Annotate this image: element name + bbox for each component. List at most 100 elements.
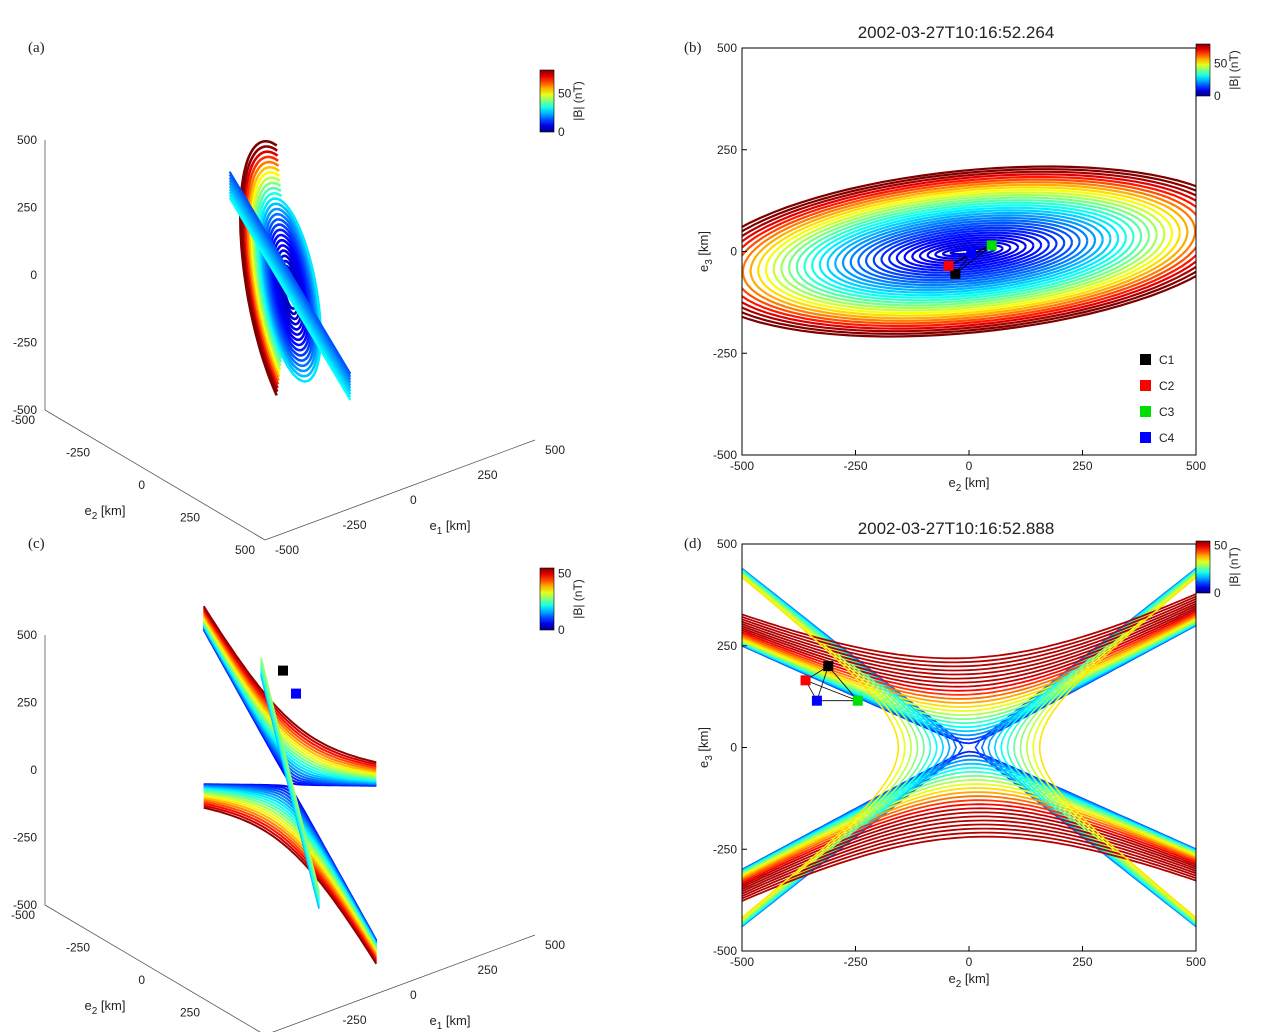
legend-swatch-c2 (1140, 380, 1151, 391)
field-line (742, 622, 1196, 729)
field-line (918, 238, 1020, 265)
e2-tick-label: 0 (138, 973, 145, 987)
e3-tick-label: 250 (17, 696, 37, 710)
spacecraft-c3-marker (852, 695, 863, 706)
field-line (742, 831, 1196, 900)
field-line (757, 186, 1181, 317)
field-line (987, 568, 1196, 927)
field-line (1019, 572, 1196, 923)
y-tick-label: -250 (713, 842, 737, 856)
y-tick-label: 0 (730, 245, 737, 259)
field-line (888, 229, 1050, 274)
field-line (742, 178, 1196, 325)
spacecraft-c2-marker (800, 675, 811, 686)
field-line (742, 783, 1196, 877)
field-lines-panel-3 (742, 567, 1196, 928)
colorbar-tick-label: 0 (558, 623, 565, 637)
e2-axis-label: e2 [km] (85, 503, 126, 522)
field-line (742, 576, 900, 919)
field-line (742, 615, 1196, 704)
field-line (228, 185, 352, 389)
field-line (742, 597, 1196, 668)
e1-tick-label: -250 (343, 518, 367, 532)
field-line (228, 179, 352, 384)
legend: C1 C2 C3 C4 (1140, 353, 1175, 445)
field-line (1006, 569, 1196, 926)
colorbar-label: |B| (nT) (1227, 547, 1241, 587)
field-line (764, 188, 1174, 315)
plot-frame (741, 543, 1197, 952)
field-line (911, 236, 1027, 267)
e3-tick-label: 250 (17, 201, 37, 215)
field-line (202, 605, 377, 764)
colorbar-label: |B| (nT) (571, 579, 585, 619)
field-line (941, 245, 996, 258)
x-tick-label: 500 (1186, 459, 1206, 473)
field-lines-panel-2 (202, 605, 378, 965)
x-tick-label: -500 (730, 955, 754, 969)
field-line (742, 823, 1196, 895)
tetrahedron-edge (805, 679, 858, 702)
legend-label-c1: C1 (1159, 353, 1175, 367)
e3-tick-label: 0 (30, 763, 37, 777)
field-line (1032, 574, 1196, 921)
field-line (203, 800, 378, 959)
field-line (742, 173, 1196, 330)
legend-label-c4: C4 (1159, 431, 1175, 445)
field-line (203, 792, 378, 951)
field-line (857, 219, 1081, 284)
panel-c-label: (c) (28, 536, 45, 552)
field-line (742, 181, 1196, 322)
e2-tick-label: -250 (66, 446, 90, 460)
field-line (742, 770, 1196, 874)
legend-label-c3: C3 (1159, 405, 1175, 419)
field-line (742, 614, 1196, 700)
field-line (742, 165, 1196, 338)
field-line (742, 600, 1196, 672)
y-tick-label: -250 (713, 346, 737, 360)
field-line (742, 618, 1196, 712)
colorbar-layer: 050 |B| (nT) 050 |B| (nT)050|B| (nT) 050|B| … (539, 43, 1241, 637)
e2-tick-label: 500 (235, 543, 255, 557)
y-tick-label: 500 (717, 41, 737, 55)
e1-tick-label: 500 (545, 443, 565, 457)
field-line (780, 194, 1158, 309)
field-line (203, 794, 378, 952)
field-line (202, 611, 377, 770)
field-line (742, 811, 1196, 889)
field-line (749, 183, 1189, 320)
spacecraft-c4-marker (966, 248, 977, 259)
e1-tick-label: 500 (545, 938, 565, 952)
field-line (834, 211, 1104, 292)
e3-axis-label: e3 [km] (0, 255, 2, 296)
field-line (202, 615, 377, 773)
panel-d-title: 2002-03-27T10:16:52.888 (858, 519, 1055, 538)
field-line (202, 616, 377, 775)
e1-tick-label: 0 (410, 988, 417, 1002)
colorbar-tick-label: 50 (1214, 57, 1228, 71)
field-line (742, 570, 925, 925)
tetrahedron-edge (955, 245, 992, 275)
colorbar-tick-label: 50 (1214, 539, 1228, 553)
field-line (202, 618, 377, 776)
field-line (742, 774, 1196, 875)
legend-label-c2: C2 (1159, 379, 1175, 393)
field-line (742, 574, 906, 921)
spacecraft-c4-marker (291, 688, 301, 699)
field-line (742, 170, 1196, 333)
colorbar-tick-label: 0 (558, 125, 565, 139)
field-line (742, 175, 1196, 328)
field-line (795, 199, 1143, 304)
field-line (742, 620, 1196, 721)
x-axis-label: e2 [km] (949, 475, 990, 494)
e1-axis-label: e1 [km] (430, 518, 471, 537)
field-line (742, 799, 1196, 883)
e3-tick-label: -250 (13, 336, 37, 350)
field-line (742, 569, 932, 926)
field-line (787, 196, 1150, 307)
field-line (228, 197, 352, 401)
field-line (742, 619, 1196, 717)
e2-tick-label: 0 (138, 478, 145, 492)
